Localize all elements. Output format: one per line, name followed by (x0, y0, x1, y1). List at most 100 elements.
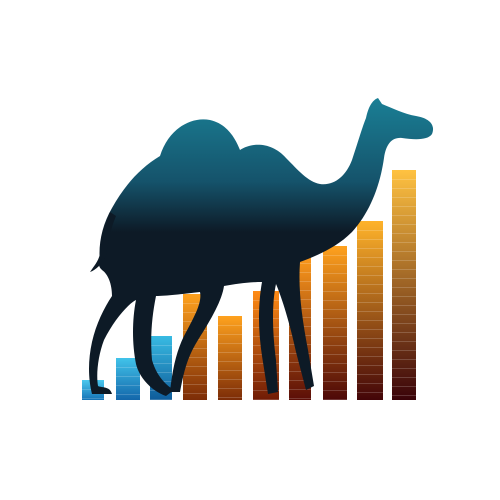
bar-segment-line (218, 379, 242, 380)
bar-segment-line (323, 264, 347, 265)
bar-segment-line (116, 367, 140, 368)
bar-segment-line (357, 293, 383, 294)
bar-segment-line (323, 309, 347, 310)
bar-segment-line (392, 386, 416, 387)
bar-segment-line (392, 269, 416, 270)
bar-segment-line (392, 224, 416, 225)
bar-segment-line (392, 332, 416, 333)
bar-segment-line (357, 266, 383, 267)
bar-segment-line (392, 278, 416, 279)
bar-10 (392, 170, 416, 400)
bar-segment-line (253, 381, 279, 382)
bar-segment-line (289, 380, 311, 381)
bar-segment-line (289, 263, 311, 264)
bar-segment-line (357, 383, 383, 384)
bar-segment-line (150, 363, 172, 364)
bar-segment-line (392, 341, 416, 342)
bar-segment-line (183, 348, 207, 349)
bar-segment-line (357, 275, 383, 276)
bar-segment-line (392, 314, 416, 315)
bar-segment-line (253, 390, 279, 391)
bar-segment-line (323, 390, 347, 391)
bar-segment-line (392, 296, 416, 297)
bar-9 (357, 221, 383, 400)
bar-2 (116, 358, 140, 400)
bar-segment-line (392, 179, 416, 180)
bar-segment-line (289, 389, 311, 390)
bar-segment-line (357, 320, 383, 321)
bar-segment-line (392, 287, 416, 288)
bar-segment-line (357, 329, 383, 330)
bar-segment-line (392, 359, 416, 360)
bar-segment-line (392, 368, 416, 369)
bar-segment-line (289, 398, 311, 399)
bar-segment-line (323, 354, 347, 355)
bar-5 (218, 316, 242, 400)
bar-segment-line (323, 327, 347, 328)
bar-segment-line (357, 284, 383, 285)
bar-segment-line (150, 399, 172, 400)
bar-segment-line (82, 398, 104, 399)
bar-segment-line (357, 311, 383, 312)
bar-segment-line (392, 215, 416, 216)
bar-segment-line (392, 305, 416, 306)
bar-segment-line (116, 394, 140, 395)
bar-segment-line (183, 312, 207, 313)
bar-segment-line (323, 399, 347, 400)
bar-segment-line (392, 188, 416, 189)
bar-segment-line (323, 291, 347, 292)
bar-segment-line (323, 255, 347, 256)
bar-segment-line (357, 302, 383, 303)
bar-segment-line (392, 242, 416, 243)
bar-segment-line (218, 397, 242, 398)
bar-segment-line (218, 343, 242, 344)
bar-segment-line (218, 388, 242, 389)
bar-segment-line (323, 345, 347, 346)
bar-segment-line (116, 376, 140, 377)
bar-segment-line (253, 399, 279, 400)
bar-segment-line (357, 230, 383, 231)
bar-segment-line (323, 381, 347, 382)
bar-segment-line (357, 365, 383, 366)
bar-segment-line (183, 393, 207, 394)
bar-segment-line (183, 366, 207, 367)
bar-segment-line (357, 374, 383, 375)
bar-segment-line (392, 206, 416, 207)
bar-segment-line (357, 392, 383, 393)
bar-segment-line (289, 281, 311, 282)
bar-segment-line (218, 370, 242, 371)
bar-segment-line (357, 257, 383, 258)
bar-segment-line (150, 345, 172, 346)
bar-segment-line (323, 363, 347, 364)
bar-segment-line (289, 272, 311, 273)
bar-segment-line (392, 323, 416, 324)
bar-segment-line (183, 357, 207, 358)
bar-segment-line (289, 290, 311, 291)
bar-segment-line (357, 338, 383, 339)
bar-segment-line (392, 377, 416, 378)
bar-segment-line (150, 354, 172, 355)
bar-segment-line (218, 334, 242, 335)
bar-segment-line (150, 372, 172, 373)
bar-segment-line (357, 356, 383, 357)
bar-segment-line (218, 361, 242, 362)
bar-segment-line (392, 251, 416, 252)
bar-segment-line (357, 248, 383, 249)
bar-segment-line (323, 318, 347, 319)
bar-segment-line (392, 395, 416, 396)
bar-segment-line (392, 197, 416, 198)
bar-segment-line (183, 375, 207, 376)
bar-segment-line (392, 260, 416, 261)
bar-segment-line (218, 352, 242, 353)
bar-segment-line (392, 350, 416, 351)
bar-segment-line (289, 371, 311, 372)
bar-segment-line (218, 325, 242, 326)
bar-segment-line (323, 282, 347, 283)
bar-segment-line (392, 233, 416, 234)
bar-segment-line (183, 303, 207, 304)
camel-silhouette-icon (89, 98, 434, 396)
bar-segment-line (183, 384, 207, 385)
bar-segment-line (323, 300, 347, 301)
